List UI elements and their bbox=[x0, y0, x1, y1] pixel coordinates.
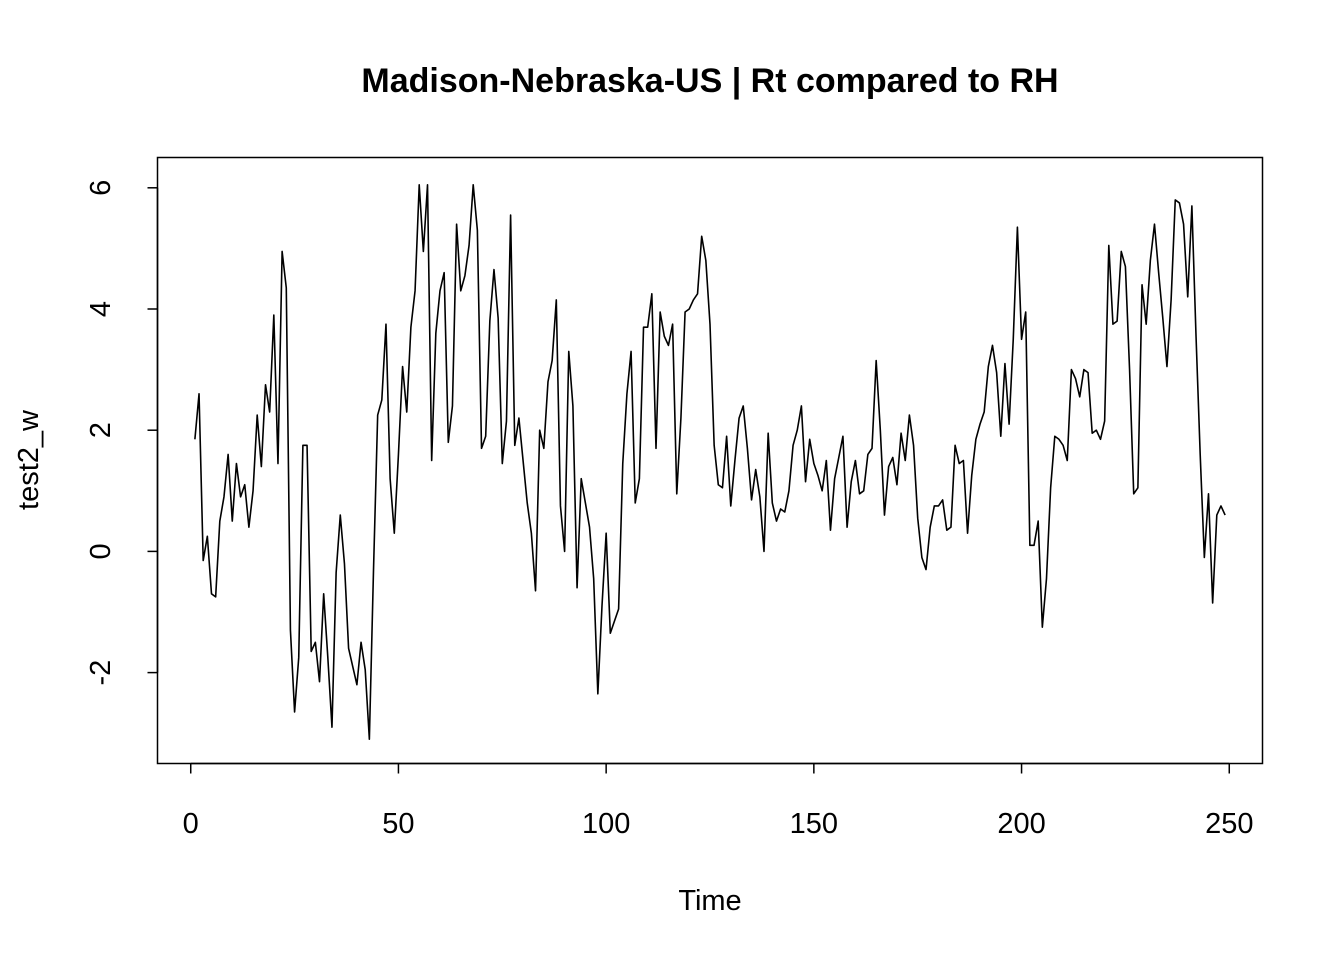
x-tick-label: 200 bbox=[997, 808, 1045, 840]
x-tick-label: 0 bbox=[183, 808, 199, 840]
y-axis-label: test2_w bbox=[13, 409, 45, 510]
x-tick-label: 50 bbox=[382, 808, 414, 840]
y-tick-label: -2 bbox=[85, 660, 117, 686]
y-tick-label: 6 bbox=[85, 180, 117, 196]
x-axis-label: Time bbox=[678, 885, 741, 917]
x-axis: 0 50 100 150 200 250 bbox=[183, 762, 1253, 840]
chart-title: Madison-Nebraska-US | Rt compared to RH bbox=[361, 62, 1058, 100]
x-tick-label: 250 bbox=[1205, 808, 1253, 840]
y-axis: -2 0 2 4 6 bbox=[85, 180, 159, 686]
y-tick-label: 4 bbox=[85, 301, 117, 317]
y-tick-label: 2 bbox=[85, 422, 117, 438]
y-tick-label: 0 bbox=[85, 543, 117, 559]
x-tick-label: 150 bbox=[790, 808, 838, 840]
series-line bbox=[194, 183, 1226, 741]
x-tick-label: 100 bbox=[582, 808, 630, 840]
